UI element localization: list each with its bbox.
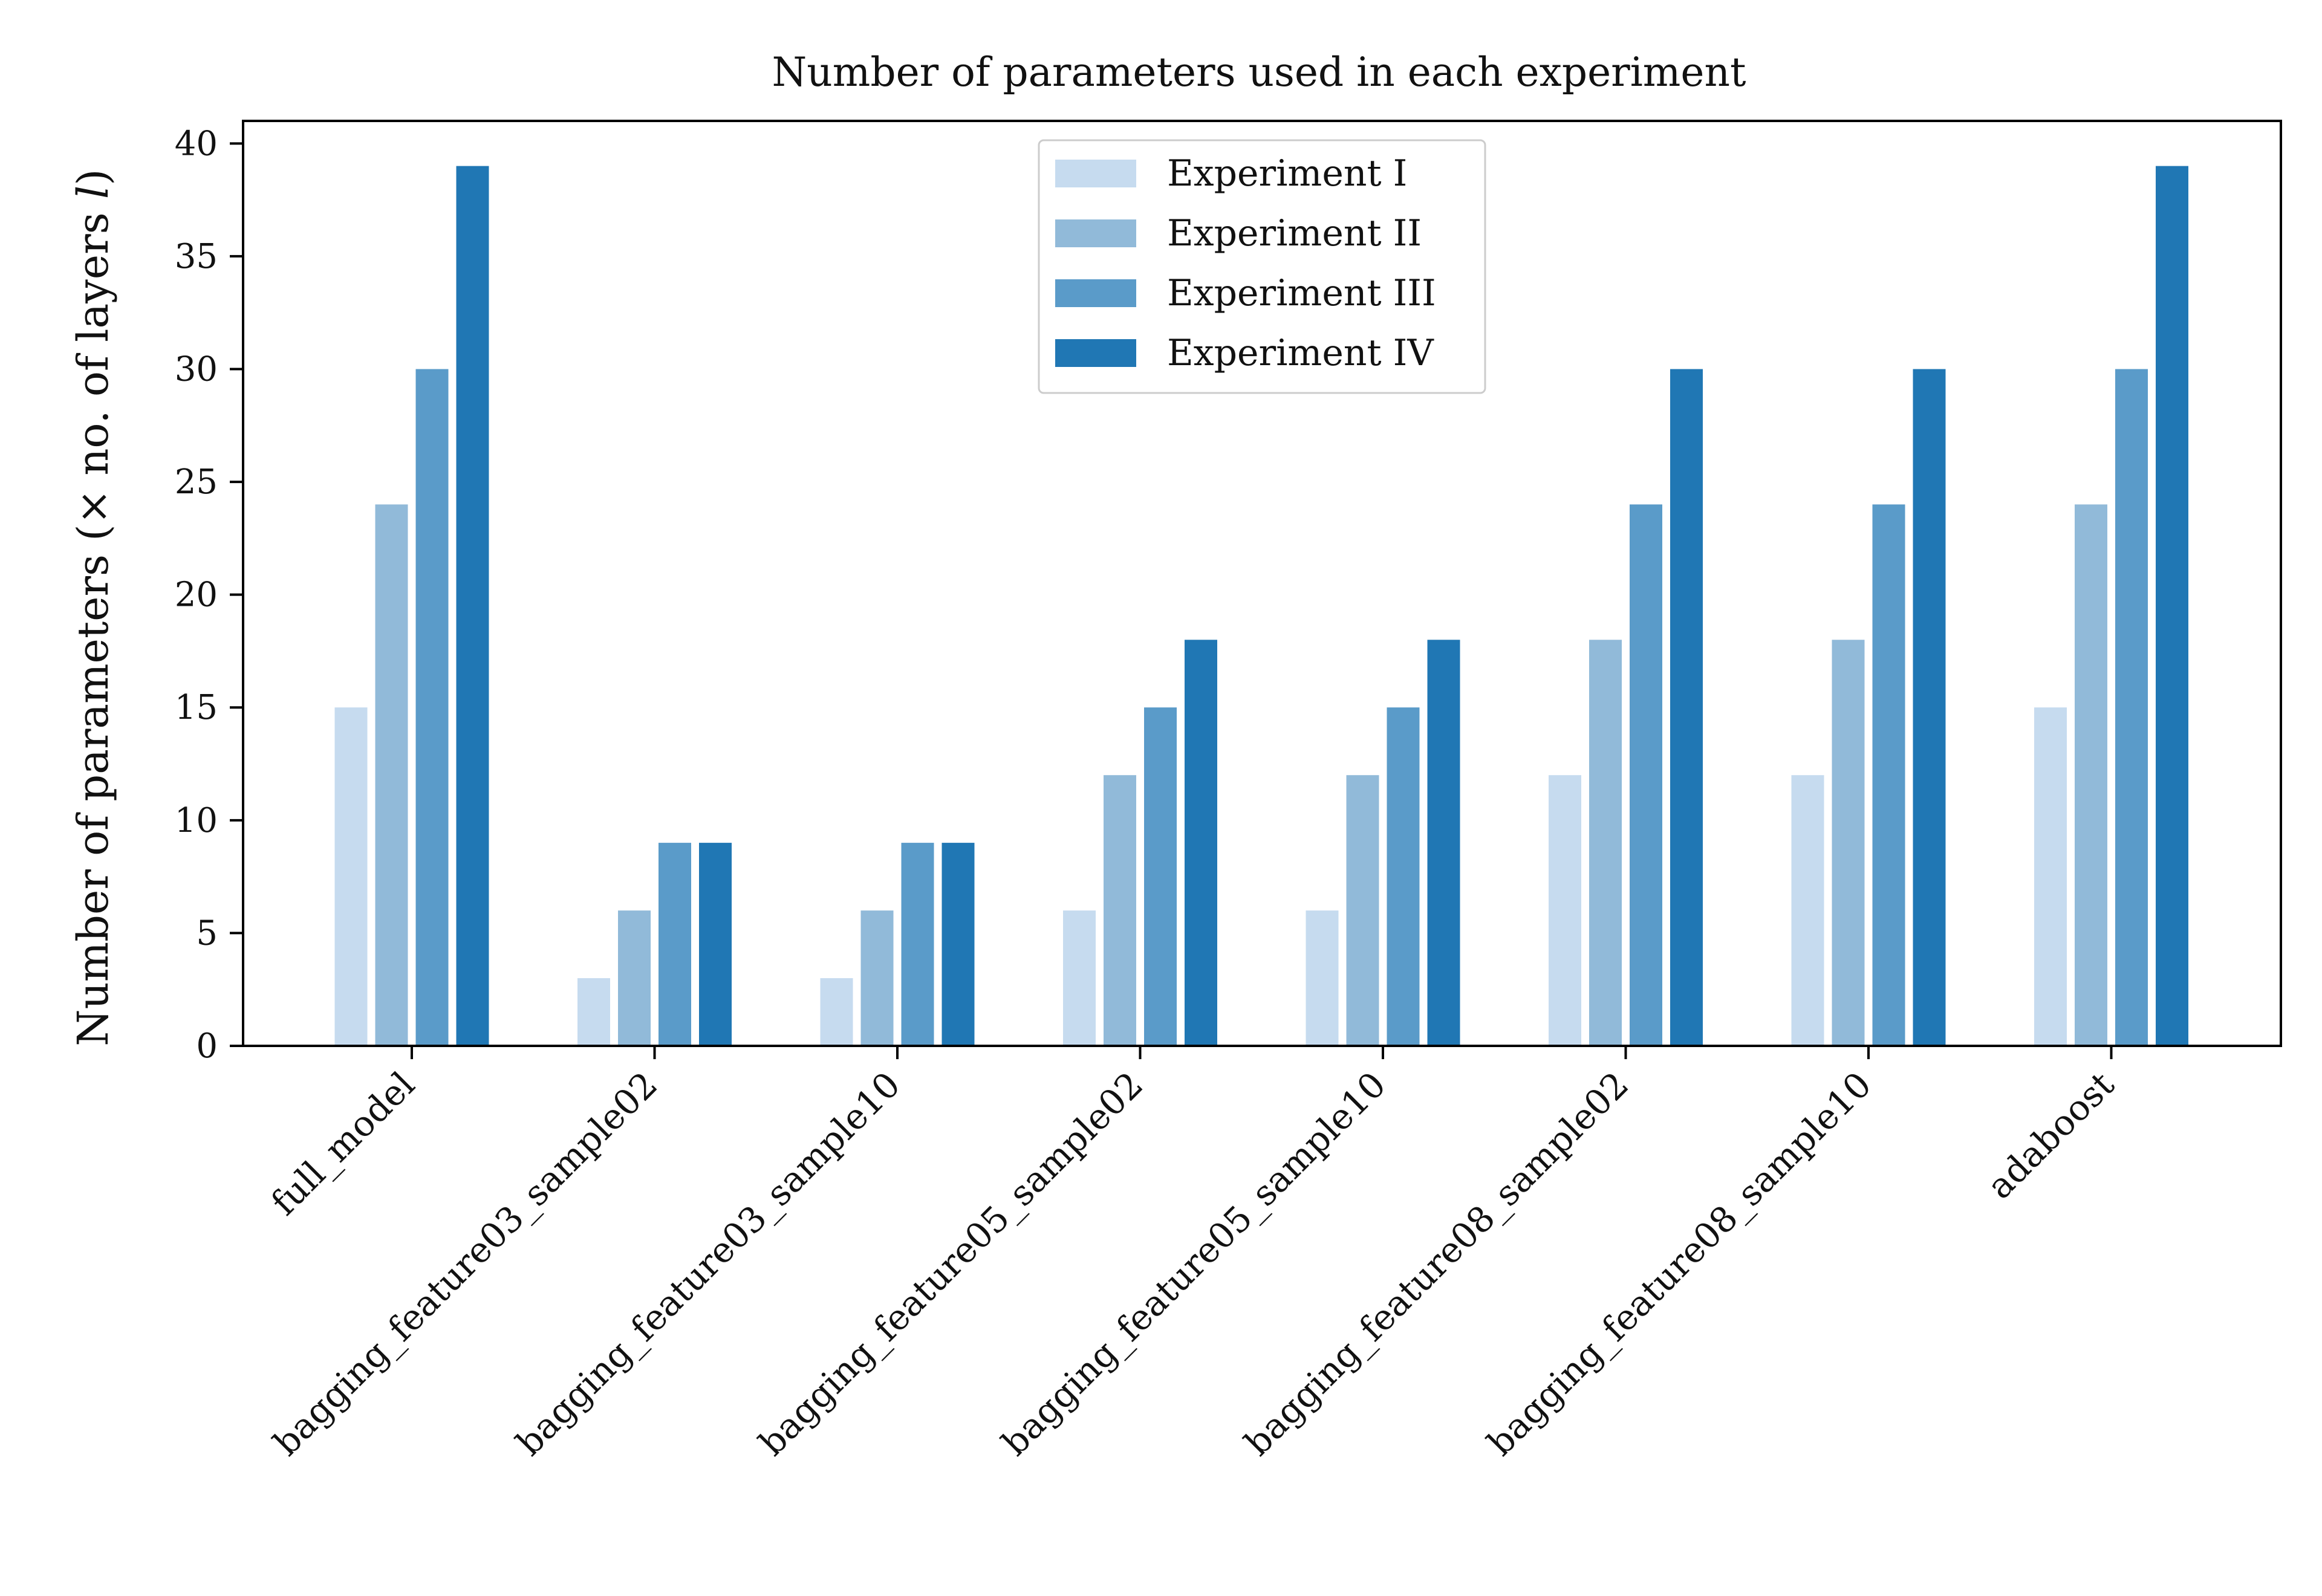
legend: Experiment I Experiment II Experiment III E… (1038, 139, 1486, 394)
bar-adaboost-experiment-ii (2075, 504, 2107, 1046)
legend-swatch-experiment-iv (1055, 339, 1136, 367)
bar-bagging_feature03_sample10-experiment-iii (901, 843, 934, 1046)
legend-label-experiment-iv: Experiment IV (1167, 332, 1434, 374)
y-tick-label-35: 35 (175, 237, 218, 276)
legend-swatch-experiment-iii (1055, 279, 1136, 307)
y-axis: 0 5 10 15 20 25 30 35 40 (175, 124, 243, 1066)
bar-bagging_feature03_sample10-experiment-iv (941, 843, 975, 1046)
bar-bagging_feature05_sample02-experiment-i (1063, 910, 1096, 1046)
y-tick-label-25: 25 (175, 462, 218, 502)
bar-full_model-experiment-ii (375, 504, 408, 1046)
bar-bagging_feature03_sample10-experiment-i (820, 978, 853, 1046)
plot-frame (242, 120, 2282, 1047)
y-tick-label-5: 5 (196, 913, 218, 953)
legend-swatch-experiment-ii (1055, 219, 1136, 247)
bar-bagging_feature08_sample02-experiment-i (1549, 775, 1581, 1046)
bar-adaboost-experiment-iii (2115, 369, 2148, 1046)
bar-adaboost-experiment-iv (2156, 166, 2188, 1046)
bar-bagging_feature08_sample10-experiment-iv (1913, 369, 1946, 1046)
y-axis-label-italic: l (68, 186, 118, 199)
bar-bagging_feature03_sample02-experiment-ii (618, 910, 651, 1046)
bar-full_model-experiment-i (334, 707, 368, 1046)
y-axis-label: Number of parameters (× no. of layers l) (68, 169, 118, 1046)
y-tick-label-40: 40 (175, 124, 218, 163)
bar-bagging_feature05_sample10-experiment-ii (1346, 775, 1379, 1046)
bar-bagging_feature08_sample10-experiment-ii (1832, 640, 1865, 1046)
legend-label-experiment-ii: Experiment II (1167, 212, 1422, 255)
legend-label-experiment-i: Experiment I (1167, 152, 1407, 195)
bar-bagging_feature08_sample02-experiment-ii (1589, 640, 1622, 1046)
bar-full_model-experiment-iv (456, 166, 489, 1046)
y-tick-label-20: 20 (175, 576, 218, 615)
bar-bagging_feature03_sample10-experiment-ii (860, 910, 894, 1046)
y-tick-label-0: 0 (196, 1027, 218, 1066)
y-tick-label-10: 10 (175, 801, 218, 840)
bar-bagging_feature08_sample10-experiment-i (1791, 775, 1824, 1046)
bar-bagging_feature03_sample02-experiment-i (577, 978, 610, 1046)
bar-bagging_feature08_sample02-experiment-iii (1630, 504, 1662, 1046)
bar-bagging_feature05_sample02-experiment-iii (1144, 707, 1177, 1046)
bar-bagging_feature05_sample02-experiment-iv (1185, 640, 1217, 1046)
bar-bagging_feature03_sample02-experiment-iv (699, 843, 732, 1046)
bar-bagging_feature03_sample02-experiment-iii (659, 843, 691, 1046)
bar-bagging_feature05_sample10-experiment-iv (1427, 640, 1460, 1046)
bar-bagging_feature08_sample02-experiment-iv (1670, 369, 1703, 1046)
legend-label-experiment-iii: Experiment III (1167, 272, 1436, 314)
bar-bagging_feature05_sample10-experiment-iii (1387, 707, 1420, 1046)
y-tick-label-30: 30 (175, 349, 218, 389)
bar-bagging_feature05_sample02-experiment-ii (1104, 775, 1136, 1046)
legend-box (1038, 139, 1486, 394)
bar-bagging_feature08_sample10-experiment-iii (1872, 504, 1905, 1046)
bar-full_model-experiment-iii (415, 369, 449, 1046)
bar-bagging_feature05_sample10-experiment-i (1306, 910, 1339, 1046)
y-axis-label-prefix: Number of parameters (× no. of layers (68, 199, 118, 1046)
y-axis-label-suffix: ) (68, 169, 118, 185)
bar-adaboost-experiment-i (2034, 707, 2067, 1046)
y-tick-label-15: 15 (175, 688, 218, 727)
bars (334, 166, 2188, 1046)
chart-title: Number of parameters used in each experi… (772, 49, 1746, 96)
legend-swatch-experiment-i (1055, 160, 1136, 187)
